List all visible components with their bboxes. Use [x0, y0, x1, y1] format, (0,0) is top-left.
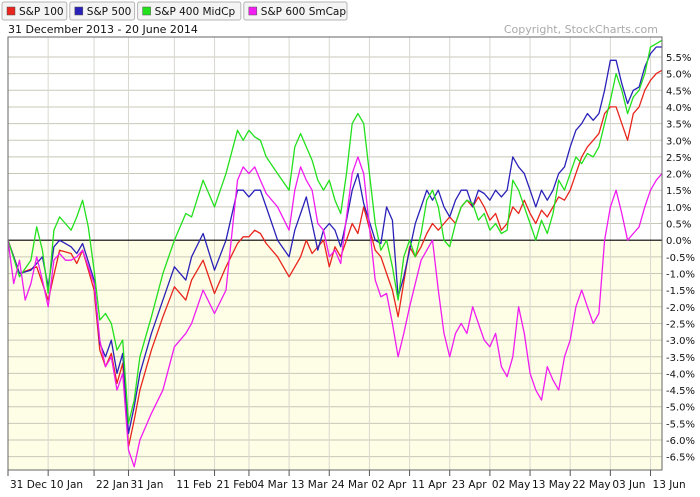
x-tick-label: 31 Dec — [10, 479, 47, 491]
legend-swatch — [142, 6, 151, 16]
y-tick-label: -5.0% — [666, 403, 695, 414]
y-tick-label: -4.0% — [666, 369, 695, 380]
legend-label: S&P 400 MidCp — [155, 6, 236, 18]
y-tick-label: 5.5% — [666, 53, 691, 64]
x-tick-label: 31 Jan — [130, 479, 163, 491]
x-axis: 31 Dec 10 Jan 22 Jan 31 Jan 11 Feb 21 Feb 04 M… — [7, 470, 686, 491]
negative-region — [8, 240, 662, 470]
y-tick-label: 2.0% — [666, 170, 691, 181]
y-tick-label: -2.0% — [666, 303, 695, 314]
y-tick-label: -3.5% — [666, 353, 695, 364]
legend-item-sp-500[interactable]: S&P 500 — [69, 1, 136, 21]
x-tick-label: 22 Jan — [96, 479, 129, 491]
y-tick-label: 0.0% — [666, 236, 691, 247]
y-tick-label: -1.5% — [666, 286, 695, 297]
y-tick-label: -0.5% — [666, 253, 695, 264]
y-tick-label: 0.5% — [666, 220, 691, 231]
legend-label: S&P 600 SmCap — [261, 6, 347, 18]
legend-item-sp-100[interactable]: S&P 100 — [1, 1, 68, 21]
y-tick-label: -3.0% — [666, 336, 695, 347]
x-tick-label: 02 Apr — [371, 479, 407, 491]
series-line-sp-400-midcp — [7, 39, 663, 425]
plot-background — [8, 37, 662, 470]
y-tick-label: -2.5% — [666, 319, 695, 330]
legend-swatch — [248, 6, 258, 16]
y-tick-label: -1.0% — [666, 269, 695, 280]
x-tick-label: 22 May — [572, 479, 610, 491]
y-tick-label: 1.0% — [666, 203, 691, 214]
y-tick-label: 5.0% — [666, 70, 691, 81]
copyright-watermark: Copyright, StockCharts.com — [504, 23, 658, 36]
y-tick-label: 3.5% — [666, 120, 691, 131]
y-axis: 5.5% 5.0% 4.5% 4.0% 3.5% 3.0% 2.5% 2.0% 1.5% 1.0%… — [666, 53, 695, 464]
y-tick-label: -6.0% — [666, 436, 695, 447]
x-tick-label: 02 May — [492, 479, 530, 491]
legend-item-sp-400-midcp[interactable]: S&P 400 MidCp — [137, 1, 242, 21]
x-tick-label: 24 Mar — [331, 479, 368, 491]
legend-swatch — [74, 6, 84, 16]
y-tick-label: 3.0% — [666, 136, 691, 147]
y-tick-label: -4.5% — [666, 386, 695, 397]
date-range-label: 31 December 2013 - 20 June 2014 — [8, 23, 198, 36]
legend: S&P 100 S&P 500 S&P 400 MidCp S&P 600 SmCap — [1, 1, 348, 21]
series-layer — [7, 39, 663, 468]
x-tick-label: 11 Apr — [412, 479, 448, 491]
x-tick-label: 13 May — [532, 479, 570, 491]
y-tick-label: 4.5% — [666, 86, 691, 97]
y-tick-label: 1.5% — [666, 186, 691, 197]
series-line-sp-500 — [7, 46, 662, 435]
y-tick-label: -5.5% — [666, 419, 695, 430]
plot-frame — [7, 36, 663, 471]
x-tick-label: 13 Mar — [291, 479, 328, 491]
legend-item-sp-600-smcap[interactable]: S&P 600 SmCap — [243, 1, 348, 21]
y-tick-label: 4.0% — [666, 103, 691, 114]
x-tick-label: 03 Jun — [612, 479, 645, 491]
x-tick-label: 10 Jan — [50, 479, 83, 491]
x-tick-label: 21 Feb — [217, 479, 253, 491]
positive-region — [8, 37, 662, 241]
plot-border — [7, 36, 663, 471]
gridlines — [7, 37, 662, 470]
x-tick-label: 04 Mar — [251, 479, 288, 491]
series-line-sp-100 — [7, 69, 663, 448]
x-tick-label: 13 Jun — [653, 479, 686, 491]
y-tick-label: -6.5% — [666, 453, 695, 464]
x-tick-label: 23 Apr — [452, 479, 488, 491]
legend-label: S&P 500 — [87, 6, 132, 18]
legend-label: S&P 100 — [19, 6, 64, 18]
x-tick-label: 11 Feb — [176, 479, 212, 491]
y-tick-label: 2.5% — [666, 153, 691, 164]
legend-swatch — [6, 6, 16, 16]
series-line-sp-600-smcap — [7, 156, 663, 468]
